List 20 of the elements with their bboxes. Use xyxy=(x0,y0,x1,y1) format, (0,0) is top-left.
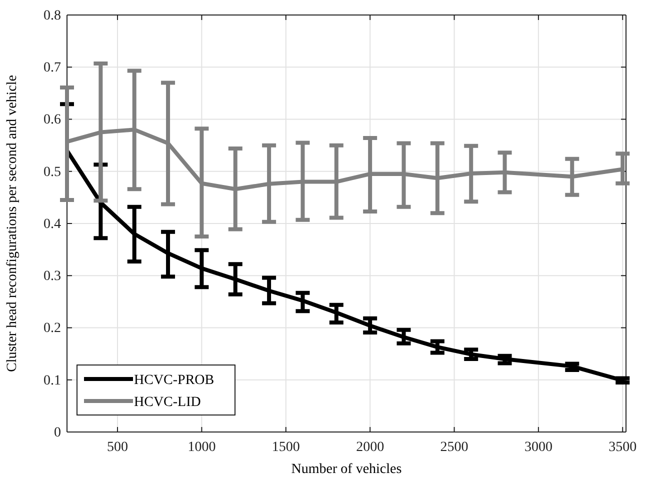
y-tick-label: 0.7 xyxy=(44,60,61,76)
x-tick-label: 2500 xyxy=(440,440,468,455)
x-tick-label: 3500 xyxy=(608,440,637,455)
y-tick-label: 0.2 xyxy=(44,321,61,336)
x-tick-label: 1000 xyxy=(188,440,216,455)
y-tick-label: 0 xyxy=(54,425,61,440)
y-tick-label: 0.5 xyxy=(44,164,61,180)
x-tick-label: 3000 xyxy=(524,440,552,455)
y-tick-label: 0.3 xyxy=(44,269,61,284)
y-tick-label: 0.1 xyxy=(44,373,61,388)
x-tick-label: 1500 xyxy=(272,440,300,455)
x-tick-label: 2000 xyxy=(356,440,384,455)
legend-label: HCVC-PROB xyxy=(134,373,214,388)
y-tick-label: 0.8 xyxy=(44,8,61,24)
y-tick-label: 0.6 xyxy=(44,112,61,128)
y-axis-title: Cluster head reconfigurations per second and vehicle xyxy=(5,74,20,372)
legend-label: HCVC-LID xyxy=(134,395,201,410)
y-tick-label: 0.4 xyxy=(44,216,61,232)
x-tick-label: 500 xyxy=(107,440,128,455)
x-axis-title: Number of vehicles xyxy=(291,462,402,477)
